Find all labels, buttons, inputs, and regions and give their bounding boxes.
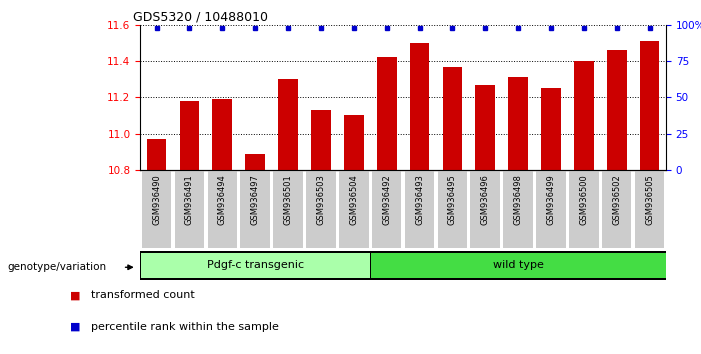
Text: GSM936499: GSM936499 (547, 174, 555, 224)
FancyBboxPatch shape (339, 170, 369, 248)
FancyBboxPatch shape (634, 170, 665, 248)
Text: transformed count: transformed count (91, 290, 195, 300)
Text: GSM936505: GSM936505 (645, 174, 654, 224)
FancyBboxPatch shape (470, 170, 500, 248)
Text: GSM936495: GSM936495 (448, 174, 457, 224)
FancyBboxPatch shape (306, 170, 336, 248)
Text: GSM936493: GSM936493 (415, 174, 424, 225)
Bar (278, 79, 298, 170)
Text: GSM936498: GSM936498 (514, 174, 522, 225)
Text: GDS5320 / 10488010: GDS5320 / 10488010 (133, 11, 268, 24)
FancyBboxPatch shape (175, 170, 204, 248)
Text: ■: ■ (70, 290, 81, 300)
FancyBboxPatch shape (273, 170, 303, 248)
FancyBboxPatch shape (240, 170, 270, 248)
FancyBboxPatch shape (207, 170, 237, 248)
Text: GSM936490: GSM936490 (152, 174, 161, 224)
Bar (311, 110, 331, 170)
Text: GSM936500: GSM936500 (579, 174, 588, 224)
Bar (574, 61, 594, 170)
FancyBboxPatch shape (142, 170, 172, 248)
FancyBboxPatch shape (602, 170, 632, 248)
Text: GSM936503: GSM936503 (316, 174, 325, 225)
Bar (377, 57, 397, 170)
Text: Pdgf-c transgenic: Pdgf-c transgenic (207, 261, 304, 270)
Bar (475, 85, 495, 170)
FancyBboxPatch shape (140, 251, 666, 280)
Bar (442, 67, 462, 170)
FancyBboxPatch shape (536, 170, 566, 248)
Text: GSM936502: GSM936502 (612, 174, 621, 224)
Bar (409, 43, 429, 170)
Text: GSM936494: GSM936494 (218, 174, 227, 224)
Text: genotype/variation: genotype/variation (7, 262, 106, 272)
FancyBboxPatch shape (140, 253, 370, 278)
Bar (541, 88, 561, 170)
Bar (212, 99, 232, 170)
FancyBboxPatch shape (437, 170, 467, 248)
Bar (607, 50, 627, 170)
Text: GSM936504: GSM936504 (349, 174, 358, 224)
FancyBboxPatch shape (371, 253, 666, 278)
Bar (179, 101, 199, 170)
Text: wild type: wild type (493, 261, 543, 270)
FancyBboxPatch shape (503, 170, 533, 248)
Bar (508, 78, 528, 170)
Bar (639, 41, 660, 170)
Text: GSM936491: GSM936491 (185, 174, 194, 224)
FancyBboxPatch shape (569, 170, 599, 248)
Bar (344, 115, 364, 170)
Text: ■: ■ (70, 322, 81, 332)
Text: GSM936501: GSM936501 (284, 174, 292, 224)
Bar (147, 139, 167, 170)
FancyBboxPatch shape (372, 170, 402, 248)
FancyBboxPatch shape (404, 170, 435, 248)
Text: GSM936496: GSM936496 (481, 174, 490, 225)
Text: GSM936497: GSM936497 (251, 174, 259, 225)
Bar (245, 154, 265, 170)
Text: percentile rank within the sample: percentile rank within the sample (91, 322, 279, 332)
Text: GSM936492: GSM936492 (382, 174, 391, 224)
